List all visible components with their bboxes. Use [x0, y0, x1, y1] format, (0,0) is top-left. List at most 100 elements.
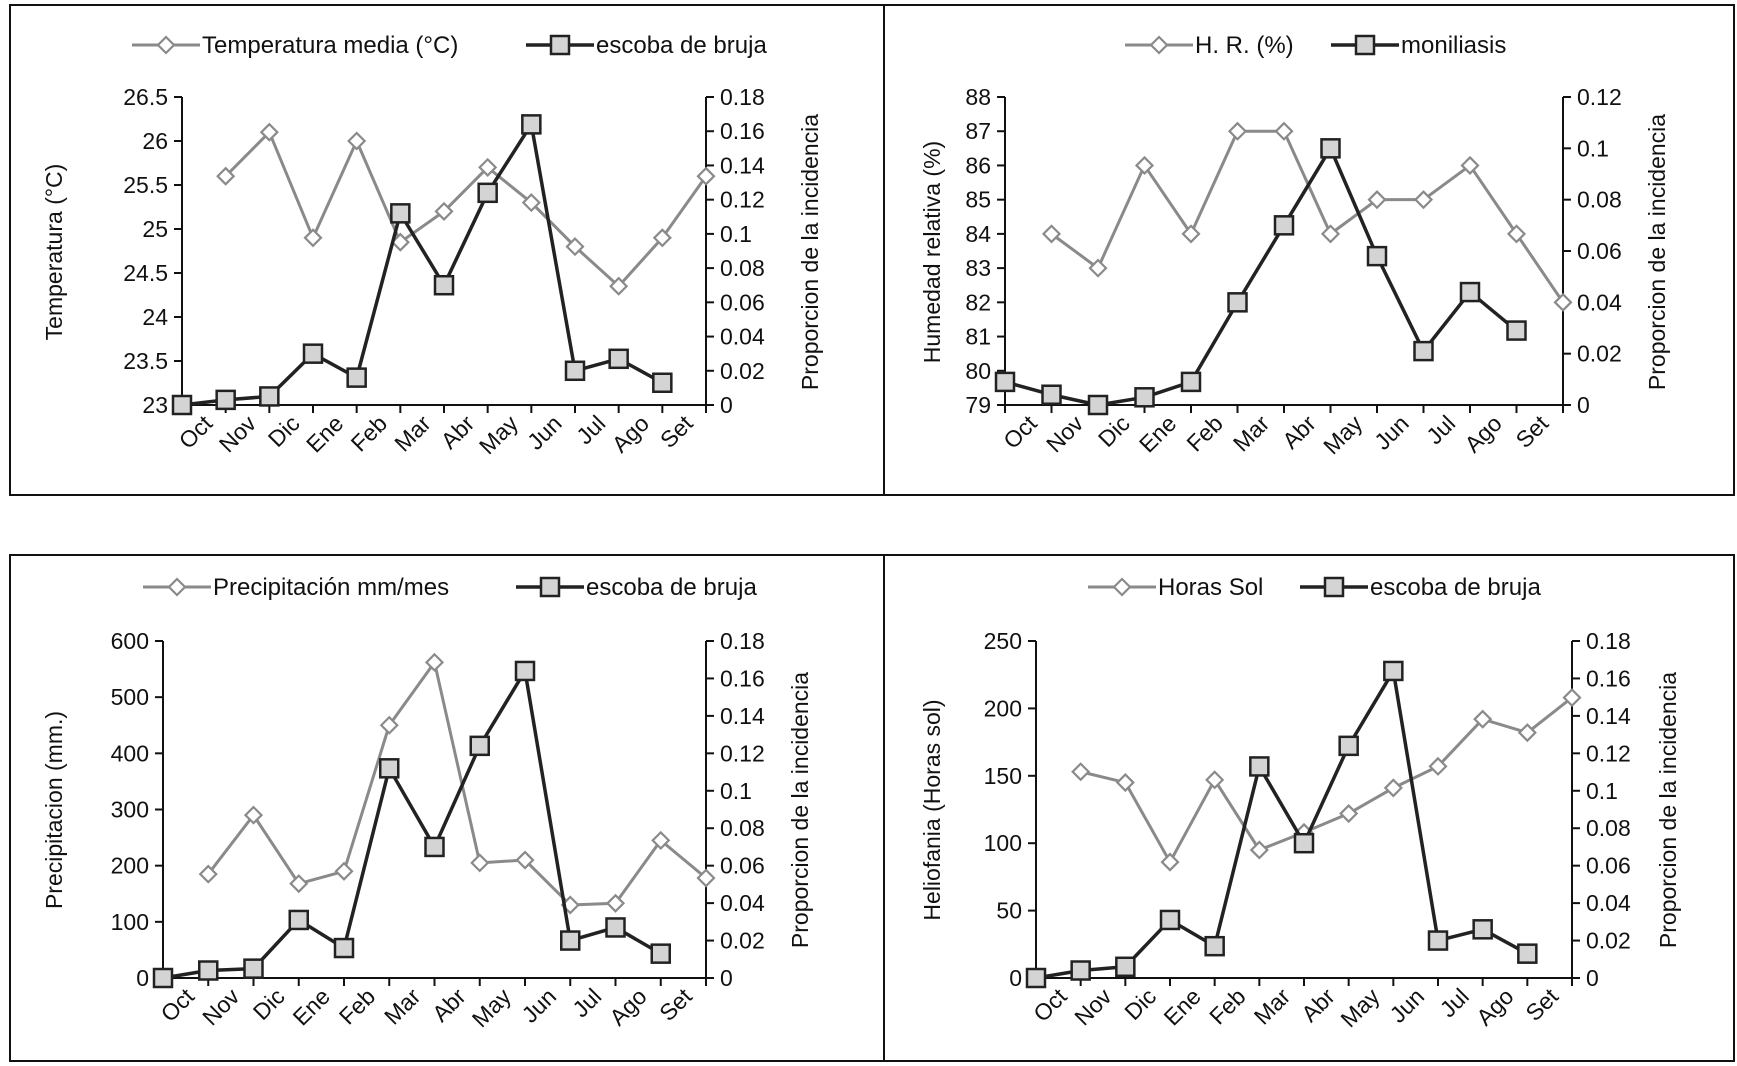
- y-right-tick-label: 0.18: [720, 628, 765, 654]
- x-tick-label: Set: [655, 410, 698, 453]
- x-tick-label: May: [474, 410, 523, 459]
- diamond-marker: [198, 864, 218, 884]
- square-marker: [1366, 245, 1388, 267]
- x-tick-label: Dic: [248, 983, 290, 1025]
- y-right-tick-label: 0: [1586, 965, 1599, 991]
- square-marker: [424, 836, 445, 858]
- legend-entry: Temperatura media (°C): [132, 32, 458, 59]
- square-marker: [1041, 384, 1062, 405]
- x-tick-label: Jun: [517, 983, 562, 1028]
- x-tick-label: Mar: [1228, 410, 1275, 457]
- diamond-marker: [1383, 778, 1403, 798]
- y-right-tick-label: 0.06: [720, 289, 765, 315]
- x-tick-label: Nov: [214, 410, 262, 458]
- square-marker: [379, 758, 400, 779]
- square-marker: [1413, 340, 1434, 362]
- diamond-marker: [1249, 840, 1269, 860]
- y-left-tick-label: 84: [965, 221, 991, 247]
- diamond-marker: [651, 830, 671, 850]
- x-tick-label: Mar: [1249, 983, 1296, 1030]
- y-right-tick-label: 0.1: [720, 778, 752, 804]
- y-right-tick-label: 0.04: [720, 324, 765, 350]
- square-marker: [514, 660, 536, 682]
- x-tick-label: May: [1335, 983, 1384, 1032]
- x-tick-label: Nov: [1069, 983, 1117, 1031]
- x-tick-label: Dic: [1093, 410, 1135, 452]
- x-tick-label: Ene: [288, 983, 335, 1030]
- square-marker: [1159, 909, 1181, 931]
- diamond-marker: [334, 861, 354, 881]
- x-tick-label: Ene: [301, 410, 348, 457]
- diamond-marker: [1506, 224, 1527, 244]
- legend-diamond-icon: [1112, 577, 1132, 597]
- x-tick-label: Jul: [1421, 410, 1460, 449]
- diamond-marker: [1227, 121, 1248, 141]
- y-left-tick-label: 82: [965, 289, 991, 315]
- chart-panel-top-left: 23 23.5 24 24.5 25 25.5 26 26.5 0 0.02 0.04 0.06 0.0…: [9, 4, 885, 496]
- series-climate: [1041, 121, 1573, 312]
- series-line: [224, 130, 708, 288]
- square-marker: [605, 917, 626, 938]
- legend-label: Temperatura media (°C): [202, 32, 458, 59]
- square-marker: [608, 348, 629, 370]
- x-tick-label: Abr: [427, 983, 471, 1027]
- square-marker: [1070, 960, 1091, 981]
- y-left-tick-label: 200: [984, 695, 1022, 721]
- y-right-tick-label: 0.16: [1586, 665, 1631, 691]
- x-tick-label: Feb: [1181, 410, 1227, 456]
- diamond-marker: [696, 868, 716, 888]
- square-marker: [1320, 138, 1341, 159]
- y-axis-right-title: Proporcion de la incidencia: [1655, 672, 1681, 948]
- square-marker: [259, 386, 280, 407]
- series-line: [1050, 129, 1565, 304]
- legend-label: Precipitación mm/mes: [213, 574, 449, 601]
- square-marker: [152, 967, 174, 989]
- diamond-marker: [515, 850, 535, 870]
- diamond-marker: [216, 166, 236, 186]
- y-left-tick-label: 250: [984, 628, 1022, 654]
- y-left-tick-label: 26.5: [123, 84, 168, 110]
- x-tick-label: Dic: [1119, 983, 1161, 1025]
- legend-label: Horas Sol: [1158, 574, 1263, 601]
- diamond-marker: [1071, 762, 1091, 782]
- y-left-tick-label: 50: [996, 898, 1022, 924]
- y-right-tick-label: 0.02: [1577, 341, 1622, 367]
- x-tick-label: Feb: [334, 983, 380, 1029]
- y-right-tick-label: 0.18: [1586, 628, 1631, 654]
- legend-entry: moniliasis: [1331, 32, 1506, 59]
- diamond-marker: [303, 228, 323, 248]
- y-right-tick-label: 0.04: [1577, 289, 1622, 315]
- diamond-marker: [1160, 852, 1180, 872]
- y-right-tick-label: 0.1: [1586, 778, 1618, 804]
- diamond-marker: [470, 853, 490, 873]
- legend-square-icon: [549, 34, 571, 56]
- y-right-tick-label: 0.08: [1577, 187, 1622, 213]
- y-right-tick-label: 0.16: [720, 665, 765, 691]
- panel-border: [9, 4, 885, 496]
- diamond-marker: [1517, 723, 1537, 743]
- x-tick-label: Jul: [571, 410, 610, 449]
- series-climate: [1071, 688, 1582, 872]
- square-marker: [1249, 756, 1270, 777]
- y-left-tick-label: 24: [142, 304, 168, 330]
- series-line: [181, 122, 664, 407]
- square-marker: [1459, 281, 1481, 303]
- legend-square-icon: [1354, 34, 1376, 56]
- y-right-tick-label: 0.18: [720, 84, 765, 110]
- y-left-tick-label: 80: [965, 358, 991, 384]
- square-marker: [1517, 943, 1538, 964]
- y-right-tick-label: 0.04: [720, 890, 765, 916]
- x-tick-label: Mar: [389, 410, 436, 457]
- legend-label: H. R. (%): [1195, 32, 1294, 59]
- x-tick-label: Oct: [174, 410, 218, 454]
- y-right-tick-label: 0.12: [1586, 740, 1631, 766]
- diamond-marker: [652, 228, 672, 248]
- x-tick-label: Nov: [197, 983, 245, 1031]
- legend-square-icon: [1323, 576, 1345, 598]
- series-line: [162, 669, 662, 980]
- y-right-tick-label: 0.14: [720, 703, 765, 729]
- series-climate: [216, 122, 716, 296]
- diamond-marker: [1460, 155, 1480, 175]
- y-right-tick-label: 0.06: [1586, 853, 1631, 879]
